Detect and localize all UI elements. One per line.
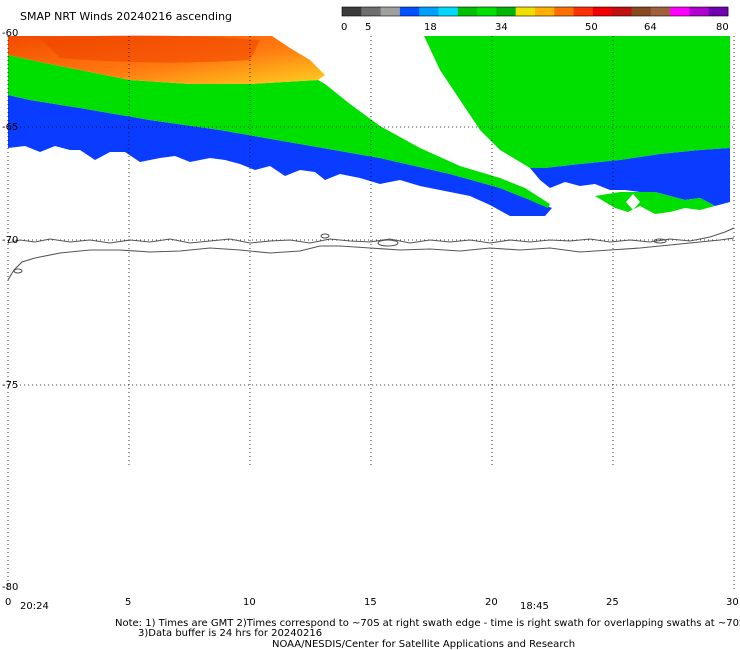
- map-title: SMAP NRT Winds 20240216 ascending: [20, 10, 232, 23]
- lon-label-20: 20: [485, 597, 498, 608]
- swath-time-left: 20:24: [20, 601, 49, 612]
- latitude-labels: -60 -65 -70 -75 -80: [2, 28, 18, 593]
- colorbar-swatch: [515, 7, 536, 16]
- colorbar-label-64: 64: [644, 22, 657, 33]
- lat-label-75: -75: [2, 380, 18, 391]
- left-swath-red-core: [40, 35, 260, 63]
- colorbar-swatches: [342, 7, 729, 16]
- lat-label-60: -60: [2, 28, 18, 39]
- colorbar-swatch: [554, 7, 574, 16]
- antarctic-coastline: [7, 227, 735, 281]
- colorbar-swatch: [631, 7, 652, 16]
- lon-label-5: 5: [125, 597, 131, 608]
- colorbar-frame: [341, 6, 729, 17]
- colorbar-swatch: [650, 7, 671, 16]
- colorbar-swatch: [342, 7, 362, 16]
- note-line-2: 3)Data buffer is 24 hrs for 20240216: [138, 628, 322, 639]
- lat-label-70: -70: [2, 235, 18, 246]
- colorbar-swatch: [670, 7, 690, 16]
- lon-label-0: 0: [5, 597, 11, 608]
- lon-label-15: 15: [364, 597, 377, 608]
- colorbar-swatch: [496, 7, 517, 16]
- lat-label-65: -65: [2, 122, 18, 133]
- lon-label-25: 25: [606, 597, 619, 608]
- colorbar-swatch: [380, 7, 401, 16]
- colorbar-label-18: 18: [424, 22, 437, 33]
- lon-label-30: 30: [726, 597, 739, 608]
- lat-label-80: -80: [2, 582, 18, 593]
- right-wind-swath: [424, 36, 730, 214]
- longitude-labels: 0 5 10 15 20 25 30: [5, 597, 739, 608]
- colorbar-swatch: [457, 7, 478, 16]
- left-wind-swath: [8, 35, 552, 216]
- right-swath-blue-band: [530, 148, 730, 206]
- lon-label-10: 10: [243, 597, 256, 608]
- graticule: [7, 36, 735, 590]
- colorbar-swatch: [477, 7, 497, 16]
- colorbar-swatch: [419, 7, 439, 16]
- colorbar-swatch: [612, 7, 632, 16]
- left-swath-green-band: [8, 55, 550, 208]
- right-swath-lower-green: [595, 192, 715, 214]
- left-swath-blue-band: [8, 95, 552, 216]
- colorbar-label-5: 5: [365, 22, 371, 33]
- colorbar: 0 5 18 34 50 64 80: [341, 6, 729, 33]
- note-line-1: Note: 1) Times are GMT 2)Times correspon…: [115, 618, 740, 629]
- colorbar-label-0: 0: [341, 22, 347, 33]
- colorbar-label-50: 50: [585, 22, 598, 33]
- colorbar-swatch: [573, 7, 594, 16]
- colorbar-swatch: [399, 7, 420, 16]
- colorbar-swatch: [535, 7, 555, 16]
- colorbar-swatch: [708, 7, 729, 16]
- colorbar-label-80: 80: [716, 22, 729, 33]
- colorbar-swatch: [438, 7, 459, 16]
- colorbar-swatch: [361, 7, 381, 16]
- right-swath-data-gap: [626, 194, 640, 210]
- colorbar-swatch: [592, 7, 613, 16]
- footer-notes: Note: 1) Times are GMT 2)Times correspon…: [115, 618, 740, 650]
- right-swath-green-band: [424, 36, 730, 168]
- colorbar-swatch: [689, 7, 710, 16]
- colorbar-label-34: 34: [495, 22, 508, 33]
- note-line-3: NOAA/NESDIS/Center for Satellite Applica…: [272, 639, 575, 650]
- swath-time-right: 18:45: [520, 601, 549, 612]
